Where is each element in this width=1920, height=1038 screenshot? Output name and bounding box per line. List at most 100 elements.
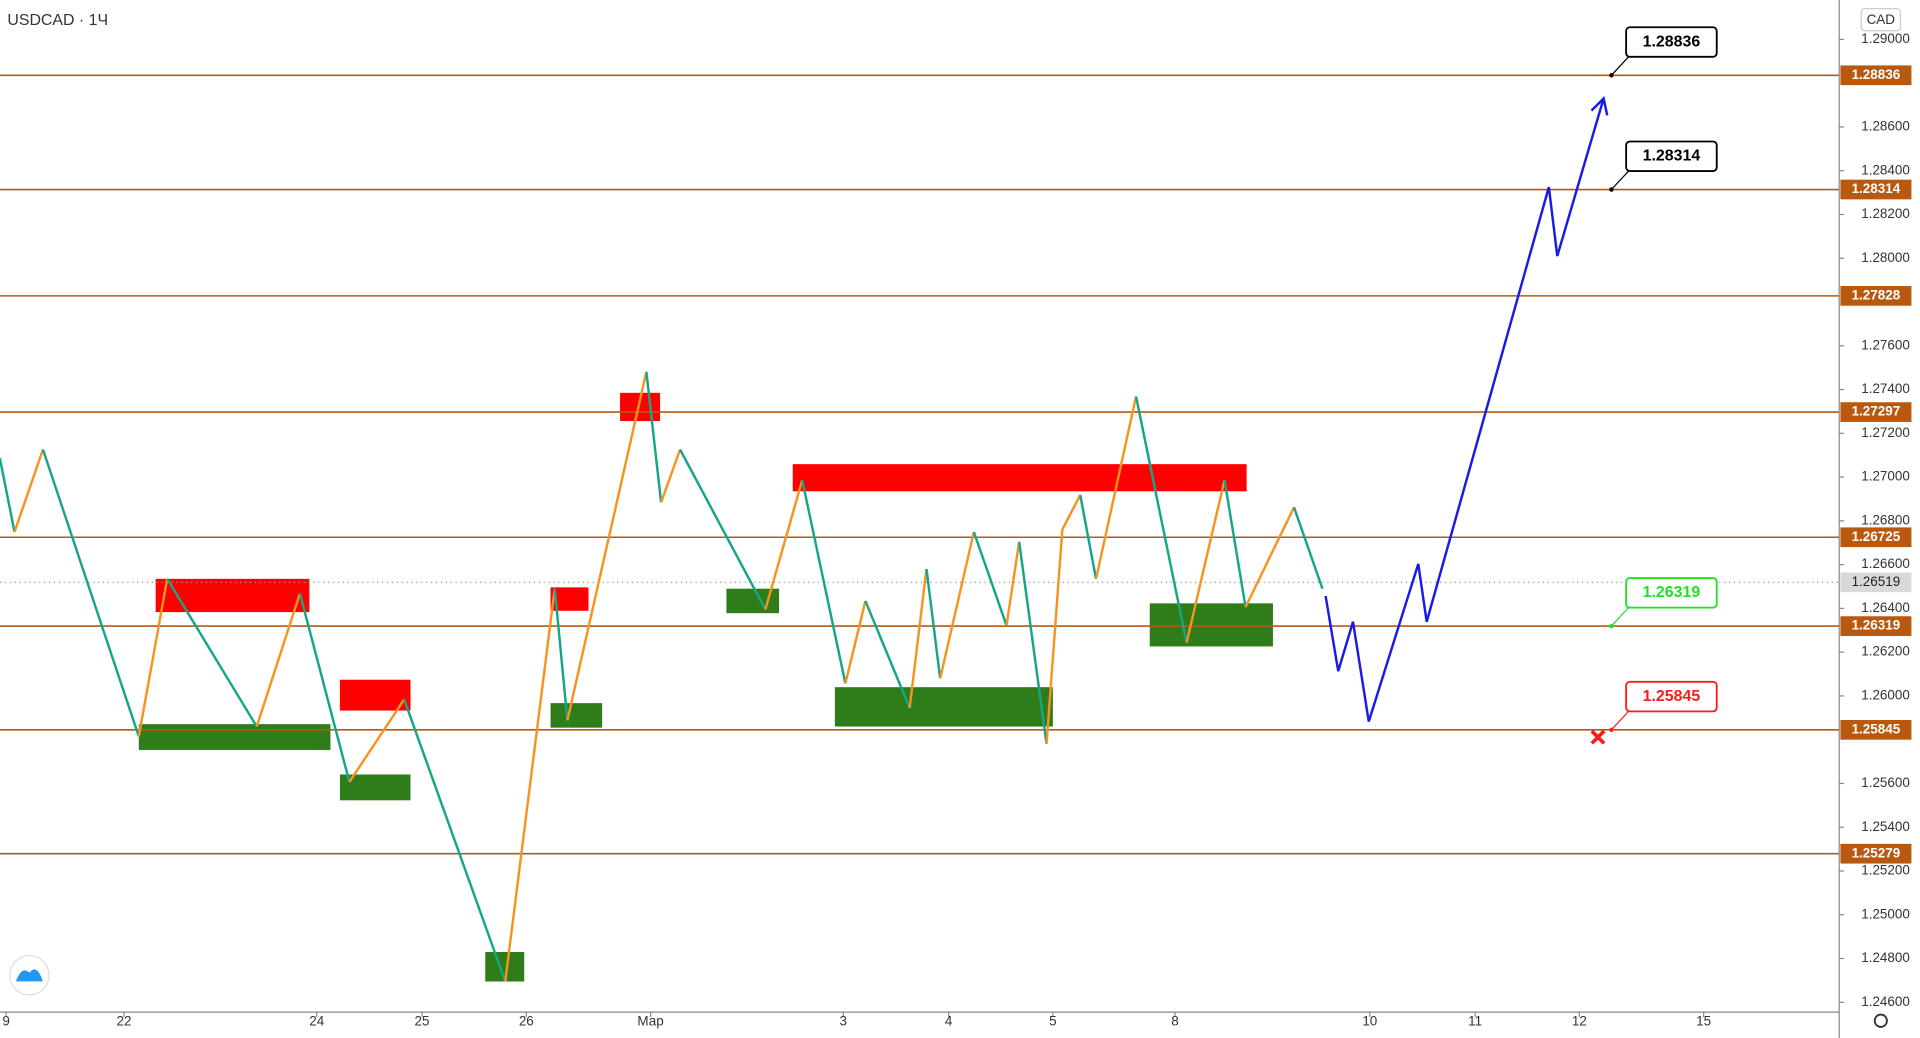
price-segment	[645, 371, 663, 503]
last-price-label: 1.26519	[1852, 574, 1901, 589]
price-segment	[553, 588, 569, 721]
callout-box	[1625, 26, 1718, 58]
price-segment	[864, 600, 911, 709]
price-segment	[348, 698, 406, 783]
price-segment	[1045, 529, 1064, 744]
price-segment	[801, 479, 847, 684]
callout-label: 1.26319	[1643, 584, 1701, 601]
y-tick-label: 1.26800	[1861, 512, 1910, 527]
x-tick-label: 12	[1572, 1014, 1587, 1029]
x-tick-label: 25	[415, 1014, 430, 1029]
y-tick-label: 1.25600	[1861, 775, 1910, 790]
price-segment	[255, 593, 302, 727]
level-box	[1840, 527, 1912, 548]
zone	[550, 587, 589, 611]
x-tick-label: 5	[1049, 1014, 1056, 1029]
level-label: 1.26319	[1852, 618, 1901, 633]
price-segment	[908, 568, 928, 709]
y-tick-label: 1.28600	[1861, 118, 1910, 133]
y-tick-label: 1.24800	[1861, 950, 1910, 965]
price-segment	[403, 699, 507, 982]
y-tick-label: 1.27400	[1861, 381, 1910, 396]
y-tick-label: 1.27600	[1861, 337, 1910, 352]
price-segment	[137, 578, 169, 737]
price-segment	[1292, 506, 1324, 590]
level-label: 1.26725	[1852, 529, 1901, 544]
x-tick-label: 9	[2, 1014, 9, 1029]
y-tick-label: 1.26200	[1861, 644, 1910, 659]
callout-box	[1625, 577, 1718, 609]
level-label: 1.27828	[1852, 287, 1901, 302]
zone	[1149, 603, 1273, 647]
price-segment	[1079, 494, 1098, 580]
zone	[550, 703, 603, 728]
level-label: 1.28314	[1852, 181, 1901, 196]
level-label: 1.25845	[1852, 721, 1901, 736]
x-tick-label: 3	[840, 1014, 847, 1029]
callout-box	[1625, 140, 1718, 172]
callout-pointer	[1610, 710, 1630, 731]
y-tick-label: 1.26400	[1861, 600, 1910, 615]
x-tick-label: 22	[117, 1014, 132, 1029]
zone	[138, 724, 331, 750]
price-segment	[298, 593, 351, 783]
price-segment	[0, 457, 16, 533]
price-segment	[566, 371, 648, 721]
price-segment	[972, 531, 1008, 626]
zone	[834, 687, 1053, 727]
y-tick-label: 1.28200	[1861, 206, 1910, 221]
callout-pointer	[1610, 607, 1630, 627]
x-tick-label: 4	[945, 1014, 953, 1029]
price-segment	[1223, 479, 1247, 608]
price-segment	[678, 448, 767, 611]
currency-box	[1860, 8, 1902, 32]
price-segment	[938, 531, 976, 679]
x-tick-label: 15	[1696, 1014, 1711, 1029]
level-box	[1840, 719, 1912, 740]
currency-label: CAD	[1867, 12, 1896, 27]
zone	[792, 464, 1247, 492]
callout-label: 1.25845	[1643, 688, 1701, 705]
price-segment	[1094, 396, 1138, 580]
x-tick-label: Мар	[637, 1014, 663, 1029]
settings-icon[interactable]	[1873, 1013, 1888, 1028]
forecast-arrowhead	[1590, 96, 1609, 116]
zone	[155, 578, 310, 613]
price-segment	[925, 568, 942, 679]
callout-label: 1.28836	[1643, 33, 1701, 50]
price-segment	[166, 578, 258, 728]
x-tick-label: 26	[519, 1014, 534, 1029]
x-tick-label: 10	[1362, 1014, 1377, 1029]
callout-box	[1625, 680, 1718, 713]
last-price-box	[1840, 572, 1912, 593]
y-tick-label: 1.26600	[1861, 556, 1910, 571]
level-label: 1.27297	[1852, 404, 1901, 419]
y-tick-label: 1.29000	[1861, 31, 1910, 46]
price-segment	[1017, 541, 1048, 745]
y-tick-label: 1.28400	[1861, 162, 1910, 177]
symbol-title: USDCAD · 1Ч	[7, 12, 108, 29]
level-label: 1.28836	[1852, 67, 1901, 82]
callout-pointer	[1610, 170, 1630, 190]
level-box	[1840, 402, 1912, 422]
level-box	[1840, 179, 1912, 200]
price-segment	[844, 600, 867, 684]
y-tick-label: 1.25000	[1861, 906, 1910, 921]
level-box	[1840, 616, 1912, 636]
price-segment	[1134, 396, 1188, 643]
x-tick-label: 11	[1468, 1014, 1482, 1029]
y-tick-label: 1.24600	[1861, 994, 1910, 1009]
logo-icon	[15, 969, 43, 982]
y-tick-label: 1.28000	[1861, 250, 1910, 265]
level-box	[1840, 843, 1912, 864]
price-segment	[1244, 506, 1296, 608]
price-segment	[764, 479, 804, 610]
x-tick-label: 8	[1171, 1014, 1178, 1029]
callout-label: 1.28314	[1643, 147, 1701, 164]
price-segment	[1005, 541, 1021, 626]
price-segment	[659, 449, 682, 503]
price-segment	[41, 449, 140, 737]
x-tick-label: 24	[309, 1014, 324, 1029]
